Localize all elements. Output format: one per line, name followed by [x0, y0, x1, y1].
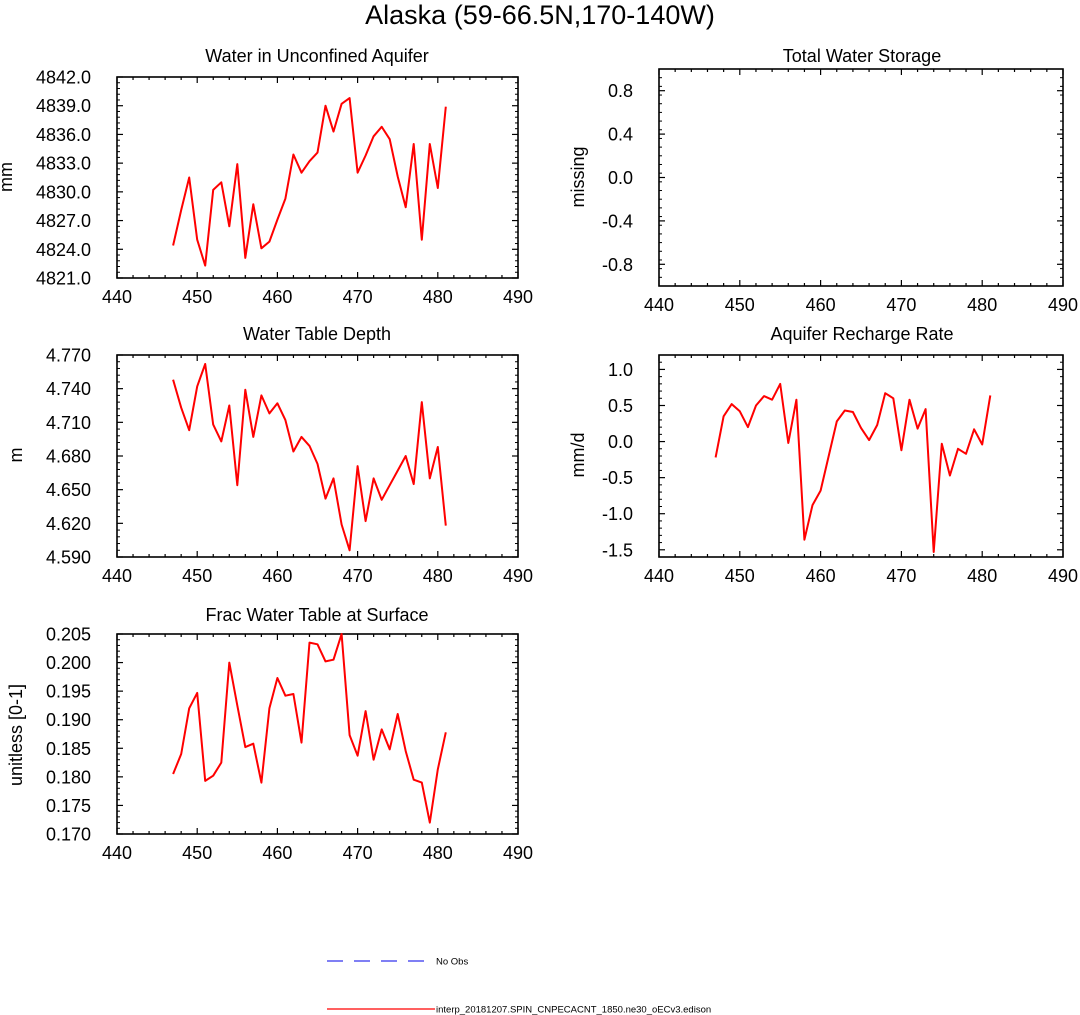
x-tick-label: 480 [423, 566, 453, 586]
legend-obs-label: No Obs [436, 957, 468, 968]
x-tick-label: 480 [423, 287, 453, 307]
x-tick-label: 490 [503, 287, 533, 307]
y-tick-label: 0.0 [608, 168, 633, 188]
y-tick-label: -1.5 [602, 540, 633, 560]
y-tick-label: 0.0 [608, 432, 633, 452]
y-tick-label: 0.175 [46, 796, 91, 816]
y-tick-label: 0.205 [46, 625, 91, 645]
x-tick-label: 460 [262, 843, 292, 863]
y-tick-label: 0.195 [46, 682, 91, 702]
y-tick-label: 4.620 [46, 514, 91, 534]
y-tick-label: -0.4 [602, 211, 633, 231]
y-tick-label: 4824.0 [36, 240, 91, 260]
y-tick-label: -1.0 [602, 504, 633, 524]
y-tick-label: 4836.0 [36, 125, 91, 145]
chart-panel-aquifer-recharge-rate: Aquifer Recharge Rate mm/d 440 450 460 470 4… [568, 324, 1078, 586]
plot-frame [658, 354, 1064, 558]
y-tick-label: 0.170 [46, 825, 91, 845]
series-line-model [172, 633, 447, 824]
y-axis-label: unitless [0-1] [6, 684, 26, 786]
chart-panel-water-in-unconfined-aquifer: Water in Unconfined Aquifer mm 440 450 460… [0, 46, 533, 307]
y-tick-label: 0.180 [46, 767, 91, 787]
legend-model-label: interp_20181207.SPIN_CNPECACNT_1850.ne30… [436, 1005, 711, 1015]
chart-title: Water Table Depth [243, 324, 391, 344]
x-tick-label: 490 [503, 843, 533, 863]
y-axis-label: mm/d [568, 433, 588, 478]
y-tick-label: 0.4 [608, 125, 633, 145]
x-tick-label: 460 [806, 566, 836, 586]
x-tick-label: 440 [644, 566, 674, 586]
x-tick-label: 440 [644, 295, 674, 315]
y-tick-label: 1.0 [608, 360, 633, 380]
x-tick-label: 470 [343, 287, 373, 307]
y-tick-label: 4839.0 [36, 96, 91, 116]
x-tick-label: 490 [503, 566, 533, 586]
plot-frame [658, 68, 1064, 287]
y-tick-label: -0.5 [602, 468, 633, 488]
plot-frame [116, 354, 519, 558]
y-tick-label: 4842.0 [36, 68, 91, 88]
x-tick-label: 470 [886, 566, 916, 586]
y-axis-label: m [6, 448, 26, 463]
series-line-model [714, 382, 992, 553]
y-tick-label: 0.185 [46, 739, 91, 759]
y-tick-label: 4.590 [46, 548, 91, 568]
x-tick-label: 450 [182, 843, 212, 863]
x-tick-label: 470 [886, 295, 916, 315]
chart-panel-water-table-depth: Water Table Depth m 440 450 460 470 480 490 4.… [6, 324, 533, 586]
chart-panel-frac-water-table-at-surface: Frac Water Table at Surface unitless [0-… [6, 605, 533, 863]
y-tick-label: 0.190 [46, 710, 91, 730]
plot-frame [116, 76, 519, 279]
x-tick-label: 460 [262, 566, 292, 586]
page-title: Alaska (59-66.5N,170-140W) [365, 0, 715, 30]
x-tick-label: 450 [182, 566, 212, 586]
y-tick-label: 0.5 [608, 396, 633, 416]
x-tick-label: 480 [967, 566, 997, 586]
x-tick-label: 440 [102, 843, 132, 863]
x-tick-label: 480 [423, 843, 453, 863]
x-tick-label: 460 [262, 287, 292, 307]
series-line-model [172, 97, 447, 267]
x-tick-label: 470 [343, 566, 373, 586]
x-tick-label: 450 [725, 566, 755, 586]
legend: No Obs interp_20181207.SPIN_CNPECACNT_18… [327, 957, 711, 1015]
x-tick-label: 480 [967, 295, 997, 315]
x-tick-label: 490 [1048, 295, 1078, 315]
chart-title: Total Water Storage [783, 46, 941, 66]
y-tick-label: -0.8 [602, 255, 633, 275]
chart-panel-total-water-storage: Total Water Storage missing 440 450 460 470… [568, 46, 1078, 315]
x-tick-label: 440 [102, 287, 132, 307]
chart-title: Aquifer Recharge Rate [770, 324, 953, 344]
y-tick-label: 4.740 [46, 379, 91, 399]
y-tick-label: 4.680 [46, 447, 91, 467]
x-tick-label: 450 [182, 287, 212, 307]
y-axis-label: missing [568, 146, 588, 207]
y-tick-label: 4830.0 [36, 182, 91, 202]
plot-frame [116, 633, 519, 835]
y-tick-label: 4827.0 [36, 211, 91, 231]
x-tick-label: 440 [102, 566, 132, 586]
x-tick-label: 490 [1048, 566, 1078, 586]
x-tick-label: 460 [806, 295, 836, 315]
y-axis-label: mm [0, 162, 16, 192]
chart-title: Frac Water Table at Surface [205, 605, 428, 625]
y-tick-label: 4.650 [46, 480, 91, 500]
y-tick-label: 4821.0 [36, 269, 91, 289]
x-tick-label: 450 [725, 295, 755, 315]
y-tick-label: 0.8 [608, 81, 633, 101]
chart-title: Water in Unconfined Aquifer [205, 46, 428, 66]
y-tick-label: 0.200 [46, 653, 91, 673]
series-line-model [172, 363, 447, 552]
y-tick-label: 4.770 [46, 346, 91, 366]
y-tick-label: 4.710 [46, 413, 91, 433]
y-tick-label: 4833.0 [36, 154, 91, 174]
x-tick-label: 470 [343, 843, 373, 863]
